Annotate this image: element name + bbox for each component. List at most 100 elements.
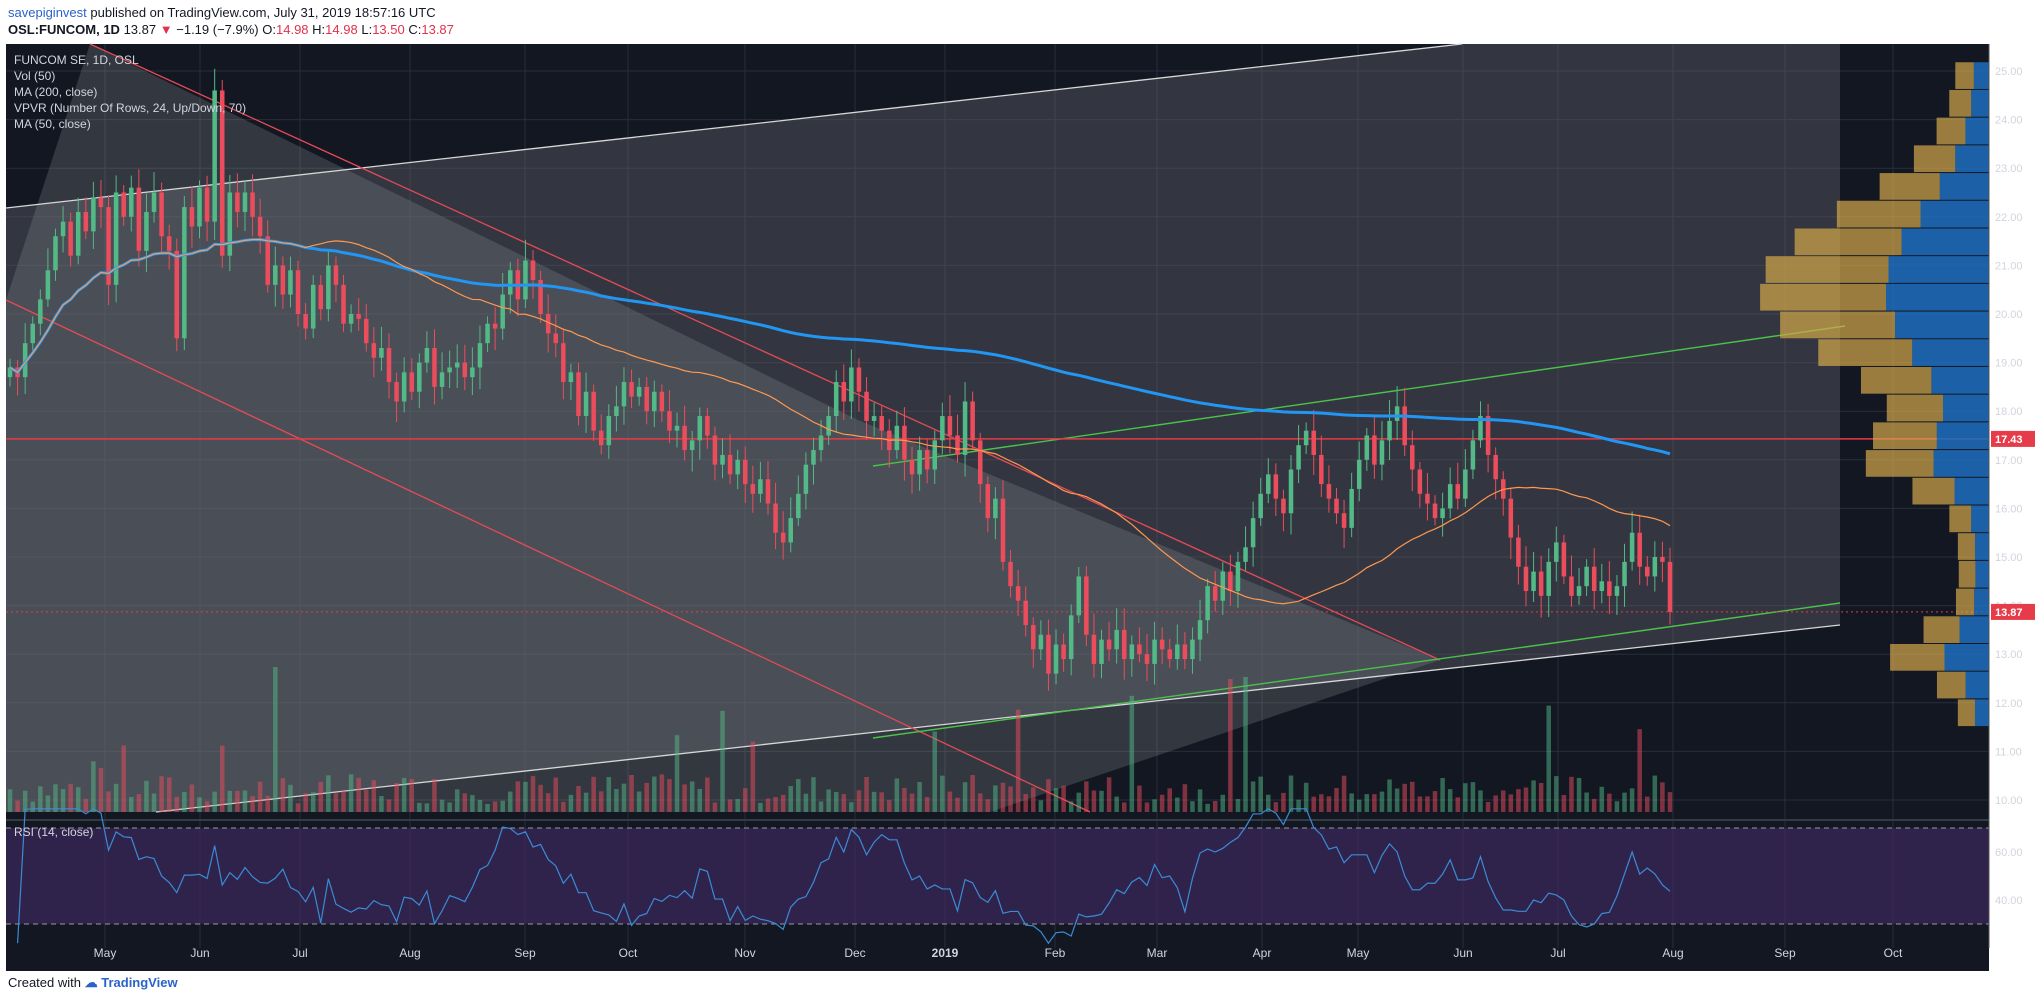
volume-bar <box>940 775 945 812</box>
volume-bar <box>887 800 892 812</box>
volume-bar <box>333 793 339 812</box>
volume-bar <box>144 780 149 812</box>
candle-body <box>667 411 672 431</box>
candle-body <box>83 211 89 232</box>
candle-body <box>1478 416 1483 441</box>
volume-bar <box>621 783 627 812</box>
candle-body <box>197 187 202 227</box>
candle-body <box>1531 571 1536 592</box>
price-label-box <box>1991 603 2035 620</box>
publish-header: savepiginvest published on TradingView.c… <box>8 4 454 38</box>
volume-bar <box>1440 778 1445 812</box>
volume-bar <box>523 781 528 812</box>
volume-bar <box>1652 775 1658 812</box>
volume-bar <box>1031 787 1036 812</box>
volume-bar <box>447 802 452 812</box>
candle-body <box>333 265 339 285</box>
volume-bar <box>667 779 672 812</box>
candle-body <box>1379 440 1385 465</box>
candle-body <box>682 425 687 451</box>
candle-body <box>1038 634 1044 650</box>
candle-body <box>1493 454 1498 480</box>
volume-bar <box>174 796 180 812</box>
tradingview-logo-icon[interactable]: ☁ <box>84 975 98 990</box>
candle-body <box>379 348 384 358</box>
vpvr-up-bar <box>1901 228 1989 256</box>
candle-body <box>1508 498 1514 538</box>
volume-bar <box>553 777 559 812</box>
candle-body <box>1197 620 1203 640</box>
candle-body <box>977 440 983 485</box>
time-tick-label: May <box>94 946 117 960</box>
volume-bar <box>955 797 960 812</box>
candle-body <box>1561 542 1567 577</box>
candle-body <box>1106 639 1112 650</box>
candle-body <box>523 260 528 300</box>
candle-body <box>409 372 414 392</box>
symbol-label: OSL:FUNCOM, 1D <box>8 22 120 37</box>
tradingview-brand[interactable]: TradingView <box>101 975 178 990</box>
vpvr-up-bar <box>1939 173 1989 200</box>
candle-body <box>356 314 361 319</box>
candle-body <box>7 367 13 378</box>
volume-bar <box>1607 793 1612 812</box>
volume-bar <box>1569 776 1574 812</box>
vpvr-up-bar <box>1920 200 1989 228</box>
candle-body <box>1417 469 1423 494</box>
time-tick-label: Feb <box>1045 946 1066 960</box>
time-tick-label: Oct <box>619 946 638 960</box>
volume-bar <box>1258 776 1263 812</box>
volume-bar <box>644 782 649 812</box>
volume-bar <box>1114 796 1119 812</box>
vpvr-up-bar <box>1974 699 1989 727</box>
candle-body <box>227 192 233 256</box>
volume-bar <box>235 790 240 812</box>
volume-bar <box>60 789 66 812</box>
candle-body <box>1129 644 1135 660</box>
volume-bar <box>1190 801 1195 812</box>
volume-bar <box>1250 781 1256 812</box>
volume-bars <box>7 667 1673 812</box>
vpvr-down-bar <box>1836 200 1921 228</box>
candle-body <box>1114 629 1119 650</box>
candle-body <box>68 221 73 256</box>
volume-bar <box>394 783 399 812</box>
author-link[interactable]: savepiginvest <box>8 5 87 20</box>
volume-bar <box>288 784 293 812</box>
candle-body <box>735 459 740 475</box>
volume-bar <box>470 795 475 812</box>
volume-bar <box>91 761 96 812</box>
volume-bar <box>1303 782 1309 812</box>
candle-body <box>1046 634 1051 674</box>
volume-bar <box>1068 801 1074 812</box>
volume-bar <box>462 793 468 812</box>
volume-bar <box>386 799 392 812</box>
vpvr-up-bar <box>1965 117 1989 145</box>
vpvr-down-bar <box>1923 616 1960 643</box>
vpvr-up-bar <box>1912 339 1989 366</box>
vpvr-up-bar <box>1973 62 1989 89</box>
candle-body <box>644 386 649 412</box>
vpvr-down-bar <box>1865 450 1934 477</box>
candle-body <box>1394 406 1400 421</box>
volume-bar <box>879 792 884 812</box>
candle-body <box>1031 625 1036 650</box>
volume-bar <box>348 774 354 812</box>
candle-body <box>424 348 430 363</box>
price-tick-label: 25.00 <box>1995 66 2023 78</box>
price-tick-label: 22.00 <box>1995 212 2023 224</box>
candle-body <box>606 416 612 446</box>
volume-bar <box>1281 792 1286 812</box>
candle-body <box>492 323 498 329</box>
candle-body <box>849 367 854 402</box>
candle-body <box>1425 493 1430 504</box>
candle-body <box>1584 566 1589 587</box>
candle-body <box>796 493 801 519</box>
volume-bar <box>856 790 862 812</box>
vpvr-down-bar <box>1958 560 1976 588</box>
candle-body <box>583 391 589 417</box>
vpvr-up-bar <box>1971 89 1989 117</box>
candle-body <box>636 386 642 397</box>
candle-body <box>144 211 149 251</box>
